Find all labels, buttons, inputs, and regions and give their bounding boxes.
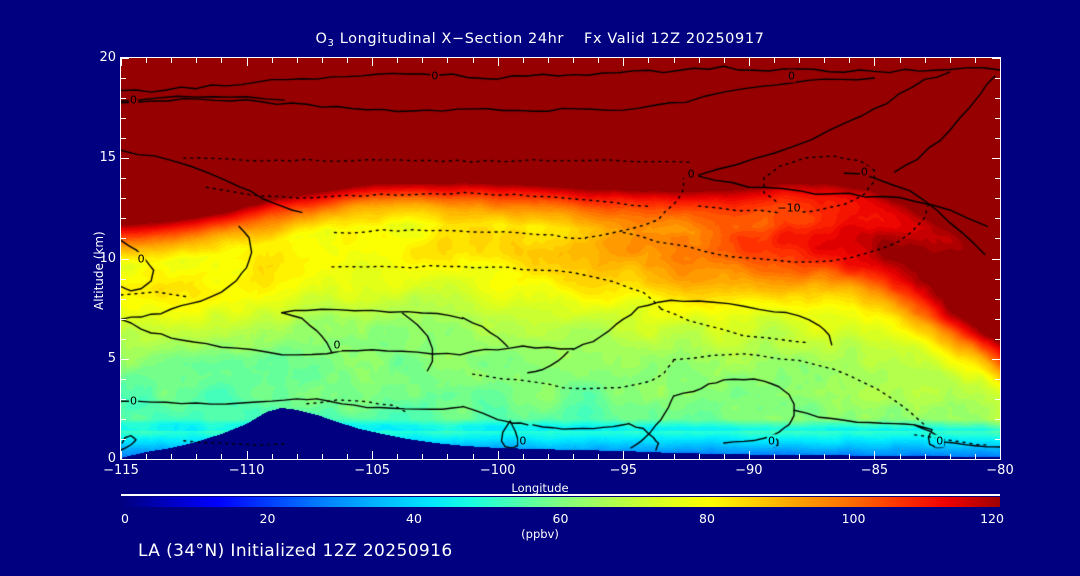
chart-title: O3 Longitudinal X−Section 24hr Fx Valid 1… [0, 31, 1080, 49]
contour-label: 0 [333, 338, 341, 352]
contour-label: 0 [431, 69, 439, 83]
x-tick-label: −110 [228, 463, 265, 478]
tick-mark [992, 459, 1000, 460]
contour-label: −10 [777, 201, 801, 215]
title-valid: Fx Valid 12Z 20250917 [584, 31, 765, 47]
contour-overlay [121, 58, 1000, 459]
colorbar-gradient [121, 497, 1000, 507]
colorbar-top-rule [121, 494, 1000, 496]
x-tick-label: −80 [986, 463, 1014, 478]
y-tick-label: 5 [107, 350, 116, 366]
contour-label: 0 [936, 434, 944, 448]
tick-mark [1000, 451, 1001, 459]
figure-footer: LA (34°N) Initialized 12Z 20250916 [138, 541, 453, 561]
x-tick-label: −95 [609, 463, 637, 478]
contour-label: 0 [130, 394, 138, 408]
y-tick-label: 0 [107, 451, 116, 466]
contour-label: 0 [767, 434, 775, 448]
cross-section-plot: 0 0 0 0 0 −10 0 0 0 0 0 0 [121, 58, 1000, 459]
colorbar-tick-labels: 0 20 40 60 80 100 120 [0, 511, 1080, 529]
y-axis-tick-labels: 0 5 10 15 20 [95, 0, 116, 576]
y-tick-label: 15 [99, 150, 116, 166]
y-tick-label: 10 [99, 250, 116, 266]
contour-label: 0 [788, 69, 796, 83]
x-axis-tick-labels: −115 −110 −105 −100 −95 −90 −85 −80 [0, 463, 1080, 483]
contour-label: 0 [137, 252, 145, 265]
contour-label: 0 [860, 165, 868, 179]
colorbar-tick-label: 80 [699, 511, 715, 526]
colorbar-tick-label: 0 [121, 511, 129, 526]
x-tick-label: −85 [860, 463, 889, 478]
title-species-subscript: 3 [327, 38, 335, 49]
x-axis-label: Longitude [511, 481, 569, 495]
contour-label: 0 [687, 167, 695, 181]
y-tick-label: 20 [99, 50, 116, 65]
tick-mark [1000, 58, 1001, 66]
contour-label: 0 [519, 434, 527, 448]
tick-mark [121, 459, 129, 460]
title-species: O [315, 31, 328, 47]
colorbar-tick-label: 120 [980, 511, 1004, 526]
x-tick-label: −90 [735, 463, 763, 478]
contour-label: 0 [130, 93, 138, 107]
colorbar-tick-label: 100 [841, 511, 866, 526]
colorbar-tick-label: 20 [259, 511, 276, 526]
title-main: Longitudinal X−Section 24hr [334, 31, 564, 47]
x-tick-label: −105 [354, 463, 390, 478]
colorbar-tick-label: 60 [552, 511, 569, 526]
x-tick-label: −100 [479, 463, 516, 478]
x-tick-label: −115 [103, 463, 139, 478]
colorbar-tick-label: 40 [406, 511, 422, 526]
colorbar-unit-label: (ppbv) [521, 527, 559, 541]
